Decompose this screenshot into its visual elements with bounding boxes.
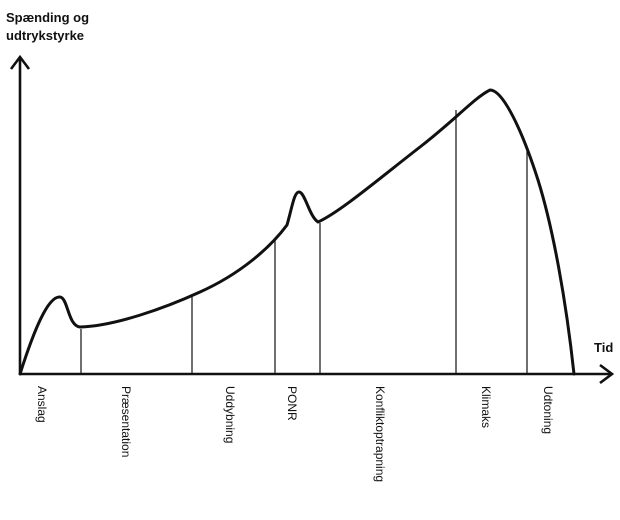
y-axis-title-line2: udtrykstyrke xyxy=(6,28,84,43)
y-axis-arrow-icon xyxy=(9,54,31,70)
y-axis-title-line1: Spænding og xyxy=(6,10,89,25)
phase-label-praesentation: Præsentation xyxy=(119,386,133,457)
phase-label-konfliktoptrapning: Konfliktoptrapning xyxy=(373,386,387,482)
x-axis-arrow-icon xyxy=(599,363,615,385)
tension-curve xyxy=(18,88,576,376)
phase-label-ponr: PONR xyxy=(285,386,299,421)
phase-label-klimaks: Klimaks xyxy=(479,386,493,428)
phase-label-anslag: Anslag xyxy=(35,386,49,423)
x-axis-title: Tid xyxy=(594,340,613,355)
phase-label-uddybning: Uddybning xyxy=(223,386,237,443)
phase-label-udtoning: Udtoning xyxy=(541,386,555,434)
